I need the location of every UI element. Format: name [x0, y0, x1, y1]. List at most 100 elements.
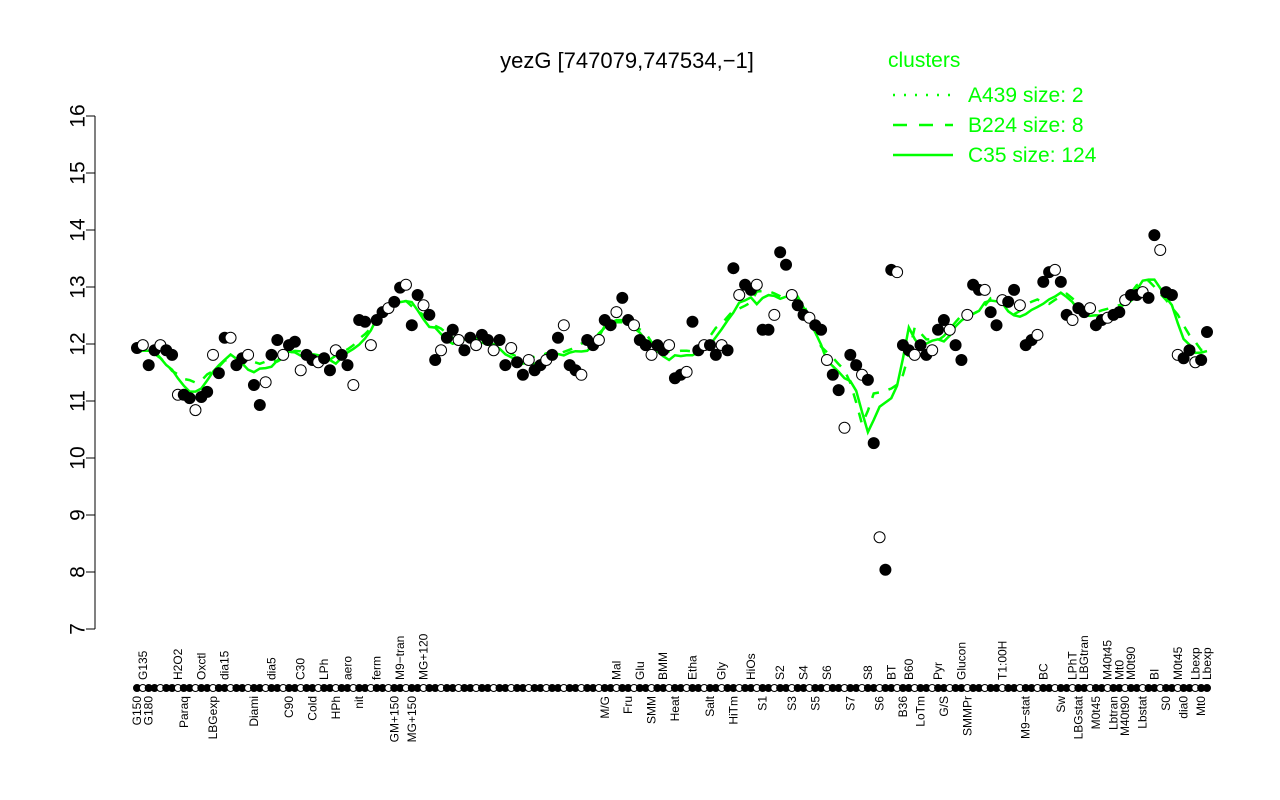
data-point	[551, 331, 564, 344]
x-tick-label: dia5	[264, 657, 278, 680]
data-point	[423, 308, 436, 321]
data-point	[1084, 302, 1097, 315]
data-point	[405, 319, 418, 332]
data-point	[446, 323, 459, 336]
x-tick-label: Mt0	[1194, 696, 1208, 716]
rug-mark	[1203, 684, 1211, 692]
x-tick-label: B60	[902, 658, 916, 680]
data-point	[1183, 344, 1196, 357]
data-point	[604, 319, 617, 332]
x-tick-label: S6	[820, 665, 834, 680]
x-tick-label: G180	[142, 696, 156, 726]
x-tick-label: M9−tran	[393, 636, 407, 680]
data-point	[335, 348, 348, 361]
data-point	[435, 344, 448, 357]
legend: clusters A439 size: 2 B224 size: 8 C35 s…	[888, 49, 1097, 167]
x-tick-label: S5	[808, 696, 822, 711]
data-point	[359, 315, 372, 328]
data-point	[557, 319, 570, 332]
data-point	[791, 299, 804, 312]
data-point	[505, 341, 518, 354]
data-point	[511, 356, 524, 369]
x-tick-labels: G150 G135 G180 H2O2 Paraq Oxctl LBGexp dia15 Dia…	[130, 633, 1214, 742]
y-tick-label: 16	[67, 104, 90, 127]
data-point	[1054, 275, 1067, 288]
x-tick-label: BI	[1147, 669, 1161, 680]
x-tick-label: Mal	[609, 661, 623, 680]
legend-title: clusters	[888, 49, 960, 72]
data-point	[277, 348, 290, 361]
data-point	[1148, 229, 1161, 242]
x-tick-label: Paraq	[177, 696, 191, 728]
x-tick-label: G/S	[937, 696, 951, 717]
data-point	[388, 295, 401, 308]
data-point	[370, 314, 383, 327]
x-tick-label: Sw	[1054, 696, 1068, 713]
data-point	[867, 437, 880, 450]
x-tick-label: aero	[340, 656, 354, 680]
data-point	[1201, 326, 1213, 339]
y-tick-label: 8	[67, 566, 90, 578]
data-point	[616, 291, 629, 304]
data-point	[364, 339, 377, 352]
x-tick-label: ferm	[370, 656, 384, 680]
x-tick-label: S3	[785, 696, 799, 711]
series-line-b224	[136, 279, 1208, 428]
data-point	[136, 339, 149, 352]
data-point	[709, 348, 722, 361]
data-point	[785, 288, 798, 301]
x-tick-label: Lbexp	[1200, 647, 1214, 680]
data-point	[978, 283, 991, 296]
data-point	[774, 246, 787, 259]
data-point	[639, 339, 652, 352]
x-tick-label: C90	[282, 696, 296, 718]
data-point	[452, 334, 465, 347]
x-tick-label: S2	[773, 665, 787, 680]
data-point	[458, 344, 471, 357]
data-point	[481, 334, 494, 347]
data-point	[873, 531, 886, 544]
data-point	[990, 319, 1003, 332]
y-axis: 7 8 9 10 11 12 13 14 15 16	[67, 104, 96, 635]
data-point	[166, 348, 179, 361]
x-tick-label: Pyr	[931, 662, 945, 680]
data-point	[189, 404, 202, 417]
x-tick-label: LBGstat	[1071, 695, 1085, 739]
data-point	[645, 348, 658, 361]
data-point	[780, 258, 793, 271]
data-point	[727, 262, 740, 275]
data-point	[347, 379, 360, 392]
x-tick-label: Oxctl	[194, 653, 208, 680]
data-point	[949, 339, 962, 352]
x-tick-label: M/G	[598, 696, 612, 719]
x-tick-label: LPhT	[1066, 651, 1080, 680]
x-tick-label: S0	[1159, 696, 1173, 711]
data-point	[1177, 352, 1190, 365]
x-tick-label: BMM	[656, 652, 670, 680]
data-point	[1031, 328, 1044, 341]
x-tick-label: B36	[896, 696, 910, 718]
data-point	[1165, 288, 1178, 301]
data-point	[522, 353, 535, 366]
data-point	[1113, 306, 1126, 319]
y-tick-label: 13	[67, 275, 90, 298]
x-tick-label: BT	[884, 664, 898, 680]
data-point	[318, 352, 331, 365]
data-point	[815, 323, 828, 336]
x-tick-label: Mt0	[1112, 660, 1126, 680]
y-tick-label: 14	[67, 218, 90, 242]
data-point	[253, 398, 266, 411]
data-point	[1002, 295, 1015, 308]
data-point	[183, 392, 196, 405]
data-point	[733, 288, 746, 301]
data-point	[294, 364, 307, 377]
x-tick-label: C30	[294, 658, 308, 680]
x-tick-label: Gly	[715, 662, 729, 680]
data-point	[499, 359, 512, 372]
x-tick-label: dia15	[218, 650, 232, 680]
data-point	[610, 306, 623, 319]
x-tick-label: G150	[130, 696, 144, 726]
x-tick-label: S6	[873, 696, 887, 711]
data-point	[247, 379, 260, 392]
